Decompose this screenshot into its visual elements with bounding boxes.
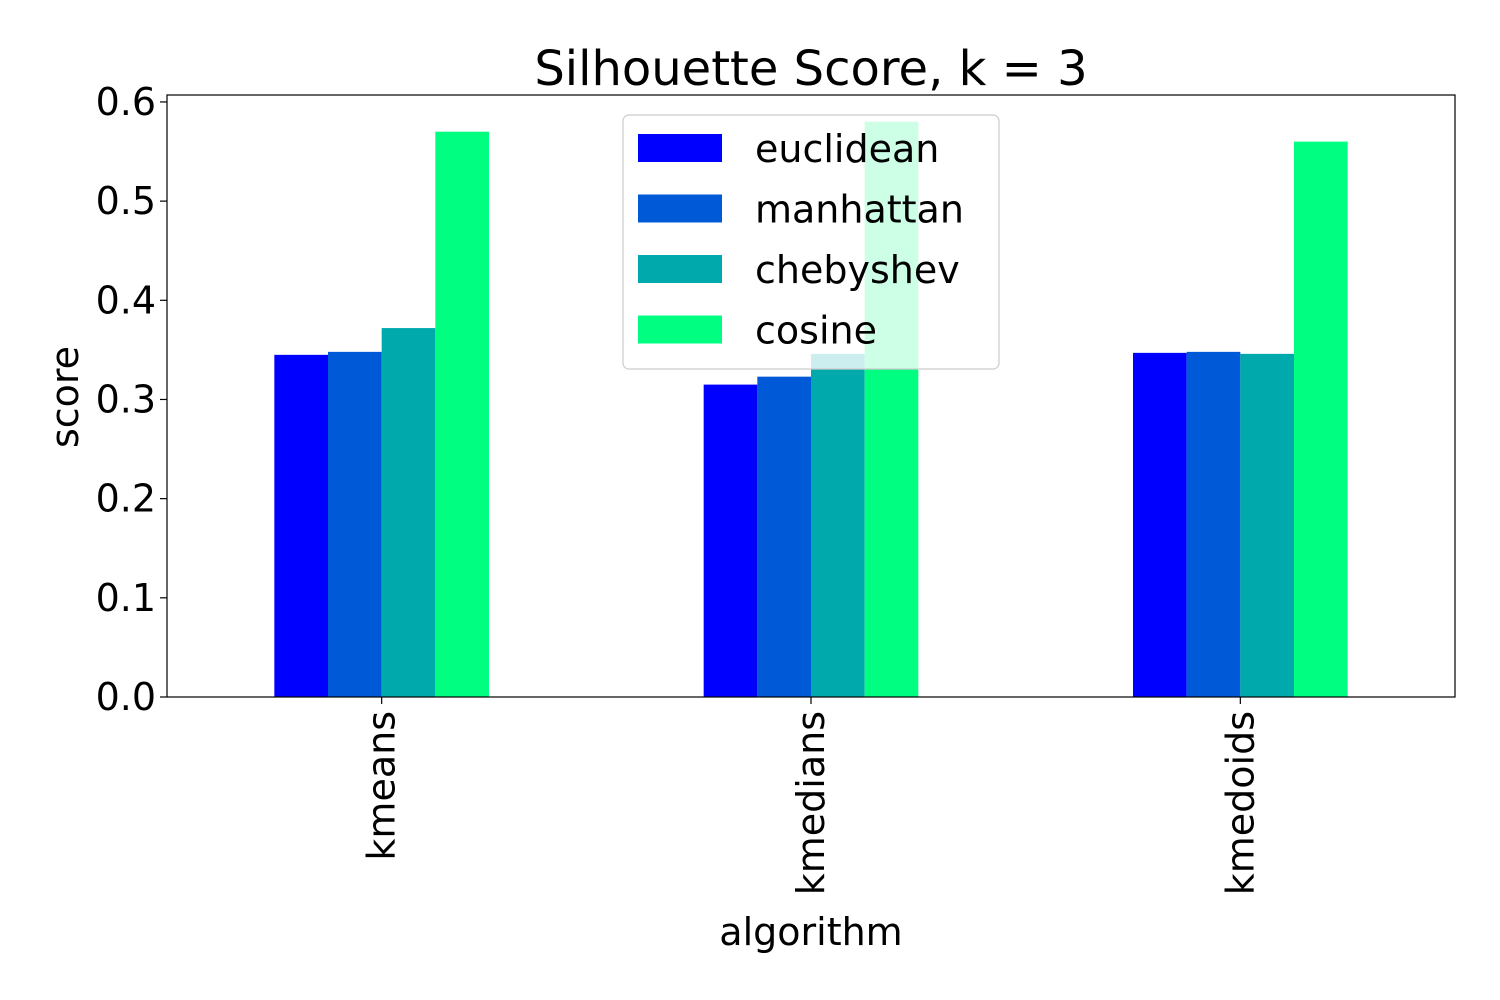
bar-kmedoids-cosine (1294, 141, 1348, 697)
legend-frame (622, 114, 1000, 370)
y-tick-label: 0.1 (96, 576, 156, 620)
legend-label-euclidean: euclidean (755, 127, 939, 171)
x-tick-label-kmedoids: kmedoids (1218, 711, 1262, 895)
bar-kmedians-manhattan (757, 376, 811, 697)
bar-kmedoids-euclidean (1133, 352, 1187, 697)
bar-kmedoids-manhattan (1186, 351, 1241, 697)
y-axis-label: score (43, 346, 87, 448)
legend: euclidean manhattan chebyshev cosine (622, 114, 1000, 370)
legend-label-chebyshev: chebyshev (755, 248, 960, 292)
y-tick-label: 0.4 (96, 278, 156, 322)
legend-swatch-manhattan (638, 194, 722, 223)
bar-kmedians-euclidean (703, 384, 758, 697)
legend-label-cosine: cosine (755, 309, 877, 353)
y-tick-label: 0.6 (96, 80, 156, 124)
legend-swatch-cosine (638, 315, 722, 344)
chart-title: Silhouette Score, k = 3 (534, 41, 1087, 97)
legend-swatch-chebyshev (638, 255, 722, 283)
bars-group (274, 121, 1348, 698)
legend-swatch-euclidean (638, 134, 722, 162)
bar-kmeans-manhattan (328, 351, 382, 697)
bar-kmeans-cosine (435, 131, 489, 698)
bar-kmeans-euclidean (274, 354, 328, 697)
legend-label-manhattan: manhattan (755, 188, 964, 232)
y-axis: 0.0 0.1 0.2 0.3 0.4 0.5 0.6 (96, 80, 167, 719)
y-tick-label: 0.3 (96, 377, 156, 421)
bar-kmedoids-chebyshev (1240, 353, 1294, 697)
bar-kmedians-chebyshev (811, 353, 865, 697)
x-tick-label-kmedians: kmedians (789, 711, 833, 895)
y-tick-label: 0.0 (96, 675, 156, 719)
y-tick-label: 0.5 (96, 179, 156, 223)
bar-kmeans-chebyshev (381, 328, 436, 697)
x-tick-label-kmeans: kmeans (360, 711, 404, 861)
y-tick-label: 0.2 (96, 477, 156, 521)
x-axis: kmeans kmedians kmedoids (360, 697, 1262, 895)
x-axis-label: algorithm (719, 910, 902, 954)
